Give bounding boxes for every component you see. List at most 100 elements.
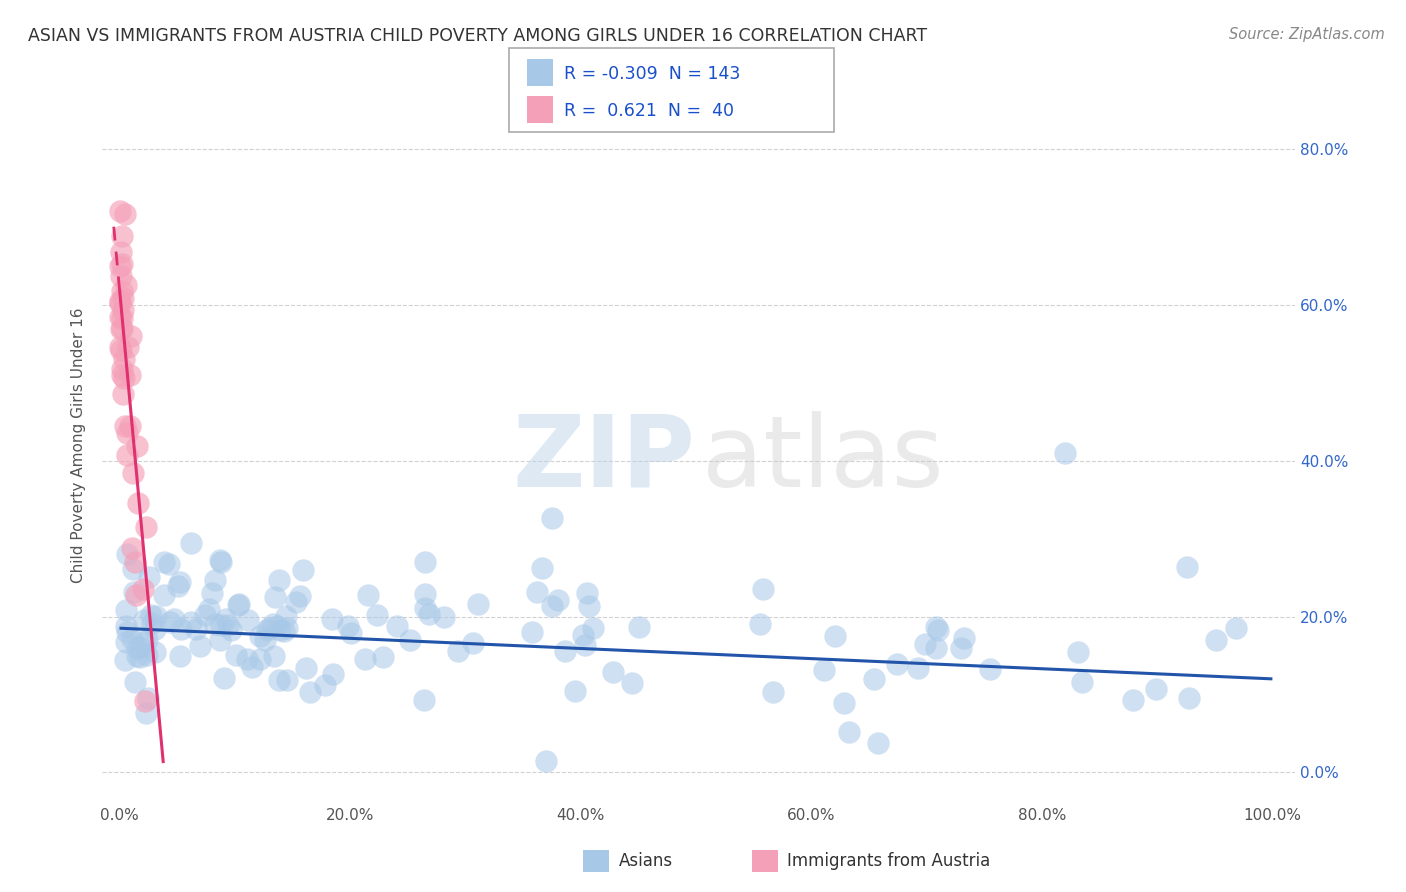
Point	[111, 284, 134, 298]
Point	[180, 536, 202, 550]
Point	[1053, 446, 1076, 460]
Point	[153, 556, 176, 570]
Point	[132, 582, 155, 597]
Point	[145, 608, 167, 623]
Point	[125, 588, 148, 602]
Point	[211, 618, 233, 632]
Point	[578, 599, 600, 614]
Point	[138, 570, 160, 584]
Point	[336, 619, 359, 633]
Point	[371, 650, 394, 665]
Point	[748, 617, 770, 632]
Point	[212, 671, 235, 685]
Point	[413, 692, 436, 706]
Point	[446, 644, 468, 658]
Point	[135, 519, 157, 533]
Point	[120, 329, 142, 343]
Point	[862, 673, 884, 687]
Point	[415, 555, 437, 569]
Point	[136, 632, 159, 647]
Point	[762, 685, 785, 699]
Point	[180, 615, 202, 630]
Point	[110, 340, 132, 354]
Point	[575, 586, 598, 600]
Point	[269, 673, 291, 688]
Point	[571, 628, 593, 642]
Point	[117, 340, 139, 354]
Point	[134, 634, 156, 648]
Point	[385, 619, 408, 633]
Point	[184, 623, 207, 637]
Point	[357, 588, 380, 602]
Point	[208, 632, 231, 647]
Point	[204, 573, 226, 587]
Point	[169, 574, 191, 589]
Point	[914, 637, 936, 651]
Point	[257, 621, 280, 635]
Point	[122, 562, 145, 576]
Point	[294, 660, 316, 674]
Y-axis label: Child Poverty Among Girls Under 16: Child Poverty Among Girls Under 16	[72, 307, 86, 582]
Point	[263, 648, 285, 663]
Point	[979, 662, 1001, 676]
Point	[886, 657, 908, 671]
Point	[314, 678, 336, 692]
Point	[628, 620, 651, 634]
Point	[217, 617, 239, 632]
Point	[153, 588, 176, 602]
Point	[925, 619, 948, 633]
Point	[111, 368, 134, 383]
Point	[269, 623, 291, 637]
Point	[139, 608, 162, 623]
Point	[520, 624, 543, 639]
Point	[118, 368, 141, 382]
Point	[547, 593, 569, 607]
Point	[249, 629, 271, 643]
Point	[242, 660, 264, 674]
Point	[159, 615, 181, 629]
Point	[129, 650, 152, 665]
Point	[276, 673, 298, 687]
Point	[832, 696, 855, 710]
Text: Immigrants from Austria: Immigrants from Austria	[787, 852, 991, 871]
Point	[110, 244, 132, 259]
Point	[235, 651, 257, 665]
Point	[254, 633, 277, 648]
Point	[115, 624, 138, 639]
Point	[110, 321, 132, 335]
Point	[1070, 675, 1092, 690]
Point	[536, 754, 558, 768]
Point	[110, 310, 132, 325]
Point	[122, 585, 145, 599]
Point	[927, 623, 949, 637]
Point	[166, 579, 188, 593]
Point	[124, 555, 146, 569]
Point	[415, 600, 437, 615]
Point	[111, 228, 134, 243]
Point	[114, 653, 136, 667]
Point	[463, 635, 485, 649]
Point	[110, 268, 132, 283]
Point	[620, 676, 643, 690]
Point	[219, 623, 242, 637]
Point	[273, 624, 295, 638]
Point	[952, 632, 974, 646]
Point	[129, 640, 152, 654]
Point	[366, 608, 388, 623]
Point	[541, 599, 564, 614]
Text: R = -0.309  N = 143: R = -0.309 N = 143	[564, 65, 740, 83]
Point	[531, 560, 554, 574]
Point	[108, 296, 131, 310]
Point	[262, 616, 284, 631]
Point	[134, 694, 156, 708]
Point	[124, 675, 146, 690]
Point	[136, 690, 159, 705]
Point	[285, 595, 308, 609]
Point	[824, 629, 846, 643]
Point	[209, 555, 232, 569]
Point	[169, 622, 191, 636]
Point	[554, 644, 576, 658]
Point	[115, 448, 138, 462]
Point	[209, 553, 232, 567]
Point	[256, 623, 278, 637]
